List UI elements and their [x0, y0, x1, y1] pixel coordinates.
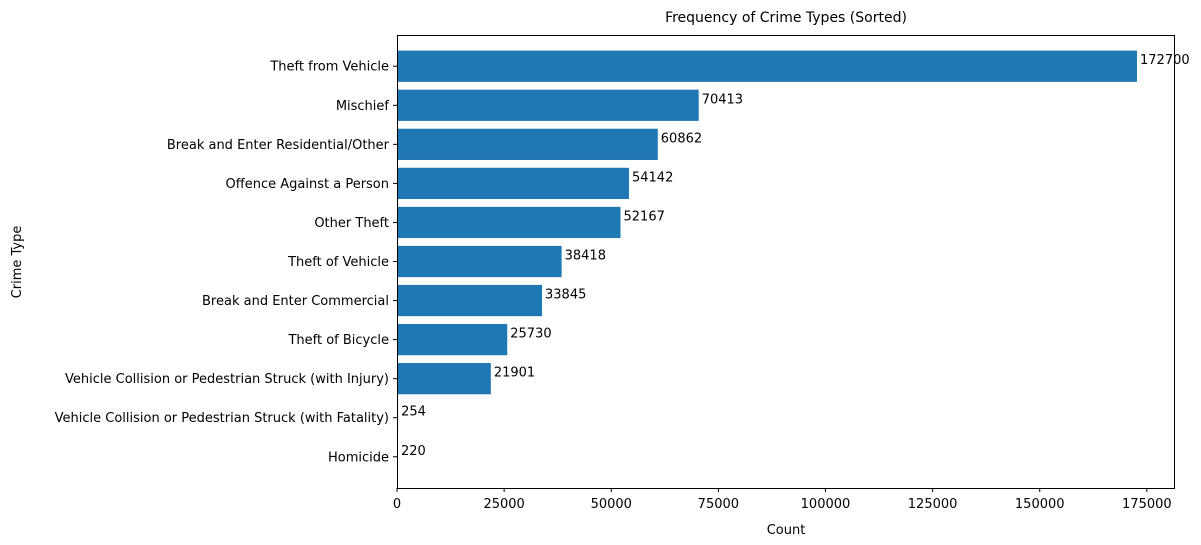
x-tick-label: 125000: [908, 497, 958, 512]
y-tick-label: Theft of Bicycle: [287, 333, 389, 348]
bar: [397, 50, 1137, 82]
data-label: 70413: [702, 92, 743, 107]
bar: [397, 167, 629, 200]
y-tick-label: Theft from Vehicle: [269, 60, 389, 75]
bar: [397, 128, 658, 160]
data-label: 54142: [632, 170, 673, 185]
y-tick-label: Break and Enter Commercial: [202, 294, 389, 309]
x-tick-label: 75000: [698, 497, 739, 512]
x-ticks: 0 25000 50000 75000 100000 125000 150000 175000: [393, 488, 1172, 512]
y-tick-label: Mischief: [336, 99, 390, 114]
y-tick-label: Offence Against a Person: [226, 177, 389, 192]
y-tick-label: Vehicle Collision or Pedestrian Struck (…: [55, 411, 389, 426]
y-axis-label: Crime Type: [10, 226, 25, 299]
bar: [397, 323, 508, 356]
x-tick-label: 0: [393, 497, 401, 512]
data-label: 52167: [624, 209, 665, 224]
bar: [397, 206, 621, 239]
data-label: 25730: [510, 327, 551, 342]
x-tick-label: 50000: [591, 497, 632, 512]
bars-group: [397, 50, 1137, 473]
data-labels: 172700 70413 60862 54142 52167 38418 33845 2573…: [401, 53, 1190, 459]
x-tick-label: 25000: [483, 497, 524, 512]
y-tick-label: Break and Enter Residential/Other: [167, 138, 390, 153]
chart-title: Frequency of Crime Types (Sorted): [665, 10, 907, 26]
plot-frame: [397, 35, 1175, 489]
y-tick-label: Other Theft: [314, 216, 389, 231]
x-tick-label: 175000: [1122, 497, 1172, 512]
y-tick-label: Homicide: [328, 450, 389, 465]
y-tick-label: Vehicle Collision or Pedestrian Struck (…: [65, 372, 389, 387]
data-label: 33845: [545, 288, 586, 303]
bar: [397, 89, 699, 121]
data-label: 60862: [661, 131, 702, 146]
bar: [397, 284, 543, 317]
bar: [397, 363, 491, 395]
data-label: 38418: [565, 249, 606, 264]
x-axis-label: Count: [767, 523, 806, 538]
y-tick-label: Theft of Vehicle: [287, 255, 389, 270]
x-tick-label: 150000: [1015, 497, 1065, 512]
y-ticks: Theft from Vehicle Mischief Break and Ente…: [55, 60, 397, 465]
bar: [397, 245, 562, 278]
data-label: 172700: [1140, 53, 1190, 68]
data-label: 254: [401, 405, 426, 420]
data-label: 21901: [494, 366, 535, 381]
data-label: 220: [401, 444, 426, 459]
x-tick-label: 100000: [801, 497, 851, 512]
